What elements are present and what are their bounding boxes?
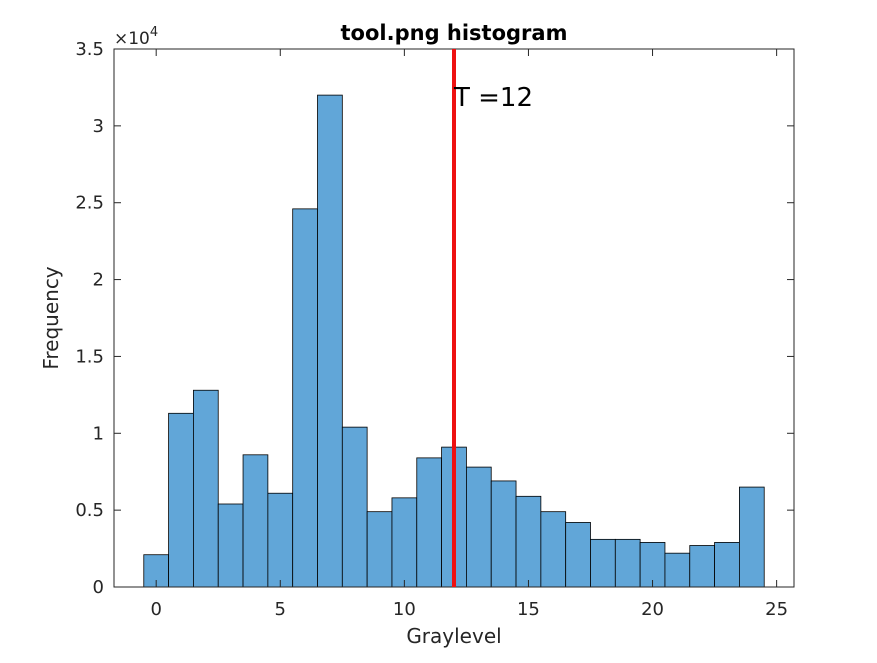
x-tick-label: 0 <box>150 599 161 620</box>
histogram-bar <box>317 94 343 588</box>
x-axis-label: Graylevel <box>406 624 501 648</box>
x-tick-label: 15 <box>517 599 540 620</box>
y-axis-label: Frequency <box>39 266 63 369</box>
histogram-bar <box>217 503 244 588</box>
histogram-bar <box>639 542 666 588</box>
histogram-bar <box>490 480 517 588</box>
histogram-bar <box>193 389 219 588</box>
histogram-bar <box>242 454 269 588</box>
y-tick-label: 2.5 <box>75 193 104 214</box>
y-tick-label: 3 <box>93 116 104 137</box>
y-tick-label: 0 <box>93 577 104 598</box>
x-tick-label: 10 <box>393 599 416 620</box>
histogram-bar <box>540 511 567 588</box>
histogram-bar <box>366 511 393 588</box>
bars-group <box>143 94 765 588</box>
histogram-bar <box>565 522 591 588</box>
y-exponent-power: 4 <box>150 25 158 40</box>
histogram-bar <box>391 497 418 588</box>
histogram-bar <box>714 542 740 588</box>
y-tick-label: 1.5 <box>75 346 104 367</box>
histogram-bar <box>515 495 542 588</box>
histogram-bar <box>168 412 194 588</box>
histogram-bar <box>466 466 492 588</box>
ticks-group: 0 5 10 15 20 25 0 0.5 1 1.5 2 2.5 3 3.5 <box>75 39 794 620</box>
chart-title: tool.png histogram <box>341 21 568 45</box>
histogram-bar <box>739 486 765 588</box>
y-tick-label: 3.5 <box>75 39 104 60</box>
y-tick-label: 2 <box>93 270 104 291</box>
y-tick-label: 1 <box>93 423 104 444</box>
histogram-bar <box>590 538 616 588</box>
histogram-bar <box>416 457 442 588</box>
x-tick-label: 20 <box>641 599 664 620</box>
histogram-bar <box>267 492 294 588</box>
histogram-bar <box>292 208 318 588</box>
histogram-bar <box>664 552 691 588</box>
threshold-label: T =12 <box>453 83 533 113</box>
histogram-bar <box>614 538 641 588</box>
y-exponent-label: ×104 <box>114 25 158 49</box>
histogram-bar <box>341 426 368 588</box>
histogram-bar <box>689 545 715 588</box>
x-tick-label: 5 <box>275 599 286 620</box>
x-tick-label: 25 <box>765 599 788 620</box>
y-tick-label: 0.5 <box>75 500 104 521</box>
y-exponent-base: ×10 <box>114 29 150 49</box>
